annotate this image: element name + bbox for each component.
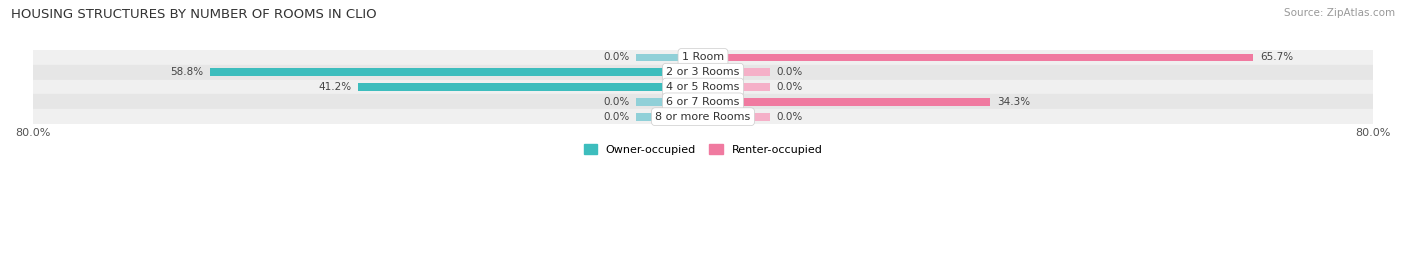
Text: 1 Room: 1 Room [682, 52, 724, 62]
Text: 8 or more Rooms: 8 or more Rooms [655, 112, 751, 122]
Bar [357, 83, 703, 91]
Bar [703, 68, 770, 76]
Text: 41.2%: 41.2% [318, 82, 352, 92]
Bar [636, 54, 703, 61]
Text: 58.8%: 58.8% [170, 67, 204, 77]
Text: 65.7%: 65.7% [1260, 52, 1294, 62]
Text: 4 or 5 Rooms: 4 or 5 Rooms [666, 82, 740, 92]
Bar [32, 65, 1374, 80]
Text: 0.0%: 0.0% [776, 112, 803, 122]
Text: 2 or 3 Rooms: 2 or 3 Rooms [666, 67, 740, 77]
Text: 0.0%: 0.0% [776, 67, 803, 77]
Bar [636, 98, 703, 106]
Text: 0.0%: 0.0% [603, 112, 630, 122]
Bar [703, 83, 770, 91]
Bar [32, 50, 1374, 65]
Bar [32, 109, 1374, 124]
Bar [703, 113, 770, 121]
Text: 0.0%: 0.0% [776, 82, 803, 92]
Text: 34.3%: 34.3% [997, 97, 1031, 107]
Bar [32, 80, 1374, 94]
Text: HOUSING STRUCTURES BY NUMBER OF ROOMS IN CLIO: HOUSING STRUCTURES BY NUMBER OF ROOMS IN… [11, 8, 377, 21]
Text: 6 or 7 Rooms: 6 or 7 Rooms [666, 97, 740, 107]
Text: Source: ZipAtlas.com: Source: ZipAtlas.com [1284, 8, 1395, 18]
Bar [703, 54, 1254, 61]
Bar [636, 113, 703, 121]
Text: 0.0%: 0.0% [603, 97, 630, 107]
Bar [32, 94, 1374, 109]
Bar [703, 98, 990, 106]
Bar [211, 68, 703, 76]
Text: 0.0%: 0.0% [603, 52, 630, 62]
Legend: Owner-occupied, Renter-occupied: Owner-occupied, Renter-occupied [579, 140, 827, 159]
